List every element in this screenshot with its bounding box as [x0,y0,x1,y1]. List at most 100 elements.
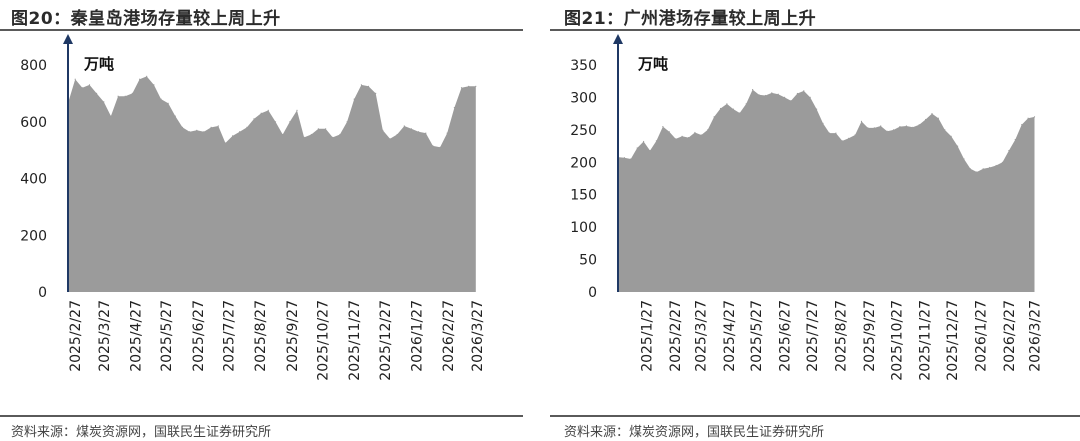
x-tick-label: 2026/1/27 [974,300,990,372]
data-point [439,146,441,148]
data-point [957,145,959,147]
data-point [854,134,856,136]
arrow-up-icon [613,34,623,44]
data-point [668,131,670,133]
data-point [816,108,818,110]
data-point [425,132,427,134]
data-point [153,84,155,86]
data-point [253,118,255,120]
data-point [217,125,219,127]
qinhuangdao-stock-chart: 0 200 400 600 800 2025/2/27 2025/3/27 2025/4/27… [20,34,486,381]
data-point [867,127,869,129]
x-tick-label: 2026/2/27 [1002,300,1018,372]
data-point [167,102,169,104]
data-point [835,132,837,134]
data-point [662,126,664,128]
data-point [403,125,405,127]
guangzhou-stock-chart: 0 50 100 150 200 250 300 350 2025/1/27 2025/2/27 2… [570,34,1044,381]
data-point [453,107,455,109]
x-tick-label: 2026/2/27 [441,300,457,372]
unit-label: 万吨 [637,55,668,73]
y-tick-label: 200 [570,155,597,171]
x-tick-label: 2025/8/27 [833,300,849,372]
data-point [1033,116,1036,118]
x-tick-label: 2025/2/27 [68,300,84,372]
data-point [289,121,291,123]
data-point [310,133,312,136]
data-point [905,125,907,127]
data-point [912,126,914,128]
data-point [681,135,683,137]
x-tick-label: 2025/5/27 [159,300,175,372]
data-point [181,126,184,128]
data-point [790,100,792,102]
data-point [203,131,205,133]
data-point [375,92,377,94]
data-point [880,125,882,127]
data-point [210,126,212,128]
data-point [332,136,334,138]
data-point [131,92,133,94]
y-tick-label: 0 [588,285,597,301]
chart-panel-left: 图20：秦皇岛港场存量较上周上升 0 200 400 600 800 2025/2/27 2… [0,0,523,441]
data-point [848,137,850,139]
data-point [777,93,779,95]
data-point [771,92,773,94]
data-point [246,126,248,128]
chart-title: 图21：广州港场存量较上周上升 [564,9,817,29]
data-point [925,118,927,121]
data-point [822,122,824,124]
data-point [828,132,831,134]
data-point [260,112,262,114]
footer-divider [0,415,523,417]
data-point [460,87,463,89]
data-point [267,109,269,111]
data-point [860,120,863,122]
x-tick-label: 2026/1/27 [410,300,426,372]
data-point [841,140,843,142]
chart-title: 图20：秦皇岛港场存量较上周上升 [11,9,281,29]
y-tick-label: 800 [20,58,47,74]
source-note: 资料来源：煤炭资源网，国联民生证券研究所 [564,425,825,440]
data-point [196,129,198,131]
data-area [68,76,476,293]
data-point [719,107,722,110]
y-tick-label: 350 [570,58,597,74]
x-tick-label: 2025/4/27 [722,300,738,372]
data-point [732,108,734,110]
data-point [745,103,747,105]
data-point [174,115,176,117]
x-tick-label: 2025/2/27 [668,300,684,372]
data-point [937,117,939,119]
data-point [764,94,766,97]
data-point [367,85,370,87]
chart-panel-right: 图21：广州港场存量较上周上升 0 50 100 150 200 250 300 350 202… [550,0,1080,441]
data-point [274,121,277,123]
data-point [139,78,141,80]
data-point [103,101,105,103]
data-point [410,128,412,130]
data-point [146,75,148,77]
data-point [784,96,786,98]
arrow-up-icon [63,34,73,44]
data-point [346,121,348,123]
data-point [976,171,978,173]
y-tick-label: 200 [20,228,47,244]
data-point [969,168,971,170]
data-point [81,87,83,89]
data-point [239,131,241,133]
x-tick-label: 2025/9/27 [862,300,878,372]
y-tick-label: 250 [570,123,597,139]
data-point [117,95,119,97]
data-point [325,128,327,130]
data-point [396,133,398,136]
footer-divider [550,415,1080,417]
x-tick-label: 2026/3/27 [1028,300,1044,372]
x-tick-label: 2025/11/27 [918,300,934,381]
data-point [282,133,284,136]
x-tick-label: 2025/1/27 [639,300,655,372]
data-point [224,142,226,144]
data-point [713,116,715,118]
data-point [468,85,470,87]
data-point [96,92,98,94]
